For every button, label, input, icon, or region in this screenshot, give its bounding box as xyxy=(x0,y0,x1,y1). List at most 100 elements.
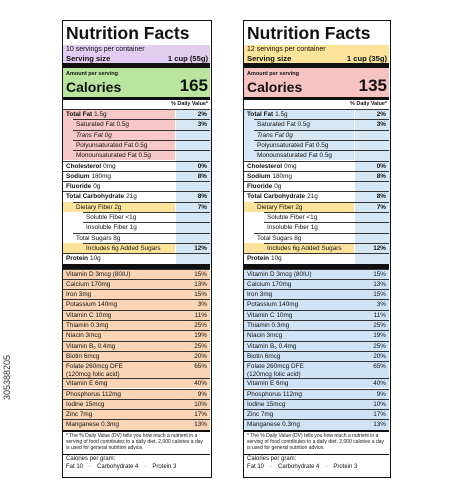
thin-rule xyxy=(63,453,210,455)
nutrient-row: Saturated Fat 0.5g 3% xyxy=(254,119,389,129)
dv-header: % Daily Value* xyxy=(171,101,208,107)
calories-label: Calories xyxy=(66,79,122,95)
daily-value: 10% xyxy=(194,400,207,408)
daily-value: 40% xyxy=(194,380,207,388)
calories-per-gram: Calories per gram: xyxy=(66,455,116,462)
row-highlight xyxy=(244,150,354,161)
row-highlight xyxy=(63,129,175,140)
vitamin-row: Potassium 140mg 3% xyxy=(63,299,210,310)
nutrient-name: Total Carbohydrate xyxy=(247,193,306,201)
nutrient-name: Insoluble Fiber 1g xyxy=(267,224,318,232)
nutrient-row: Sodium 180mg 8% xyxy=(244,170,389,181)
nutrient-row: Trans Fat 0g xyxy=(254,129,389,140)
vitamin-name: Calcium 170mg xyxy=(247,280,292,288)
nutrient-row: Cholesterol 0mg 0% xyxy=(244,160,389,171)
nutrient-name: Trans Fat 0g xyxy=(257,131,293,139)
daily-value: 8% xyxy=(197,193,207,201)
daily-value: 17% xyxy=(373,411,386,419)
vitamin-name: Thiamin 0.3mg xyxy=(247,322,290,329)
nutrient-name: Fluoride xyxy=(66,183,92,191)
row-highlight xyxy=(63,242,175,254)
daily-value: 15% xyxy=(194,270,207,278)
nutrient-row: Insoluble Fiber 1g xyxy=(264,222,389,232)
vitamin-name: Calcium 170mg xyxy=(66,280,111,288)
nutrient-row: Total Carbohydrate 21g 8% xyxy=(244,191,389,201)
daily-value: 19% xyxy=(373,332,386,340)
nutrient-row: Fluoride 0g xyxy=(63,181,210,191)
nutrient-row: Total Sugars 8g xyxy=(73,232,210,243)
nutrient-row: Total Fat 1.5g 2% xyxy=(244,109,389,119)
daily-value: 10% xyxy=(373,400,386,408)
vitamin-name: Potassium 140mg xyxy=(66,301,118,309)
daily-value: 8% xyxy=(376,193,386,201)
nutrient-name: Soluble Fiber <1g xyxy=(267,214,318,221)
nutrient-row: Trans Fat 0g xyxy=(73,129,210,140)
nutrient-amount: 1.5g xyxy=(94,111,107,118)
vitamin-name: Vitamin B₆ 0.4mg xyxy=(247,342,297,350)
daily-value: 25% xyxy=(194,322,207,329)
per-gram-item: Fat 10 xyxy=(66,463,84,470)
vitamin-name: Vitamin D 3mcg (80IU) xyxy=(66,270,131,278)
daily-value: 3% xyxy=(376,301,386,309)
daily-value: 15% xyxy=(373,270,386,278)
nutrient-name: Protein xyxy=(66,255,89,263)
vitamin-row: Vitamin C 10mg 11% xyxy=(63,309,210,320)
vitamin-row: Vitamin B₆ 0.4mg 25% xyxy=(244,340,389,351)
nutrient-name: Total Sugars 8g xyxy=(257,234,302,242)
nutrient-row: Monounsaturated Fat 0.5g xyxy=(254,150,389,160)
vitamin-row: Zinc 7mg 17% xyxy=(244,409,389,420)
vitamin-row: Vitamin D 3mcg (80IU) 15% xyxy=(244,268,389,279)
nutrient-name: Dietary Fiber 2g xyxy=(257,203,303,211)
vitamin-name: Niacin 3mcg xyxy=(66,332,102,340)
nutrient-name: Total Carbohydrate xyxy=(66,193,125,201)
serving-size-label: Serving size xyxy=(247,54,292,63)
daily-value: 25% xyxy=(373,342,386,350)
per-gram-item: Carbohydrate 4 xyxy=(264,464,319,470)
nutrient-amount: 1.5g xyxy=(275,111,288,118)
daily-value: 9% xyxy=(376,390,386,398)
label-title: Nutrition Facts xyxy=(247,23,371,43)
row-highlight xyxy=(63,150,175,161)
nutrient-amount: 10g xyxy=(90,255,101,263)
dv-column xyxy=(355,109,390,264)
vitamin-row: Biotin 6mcg 20% xyxy=(244,350,389,362)
per-gram: Fat 10Carbohydrate 4Protein 3 xyxy=(247,463,357,472)
serving-size-label: Serving size xyxy=(66,54,111,63)
daily-value: 11% xyxy=(194,311,207,319)
daily-value: 13% xyxy=(373,280,386,288)
row-highlight xyxy=(244,201,354,212)
nutrient-name: Cholesterol xyxy=(66,162,102,170)
vitamin-row: Vitamin C 10mg 11% xyxy=(244,309,389,320)
nutrient-amount: 21g xyxy=(307,193,318,201)
daily-value: 17% xyxy=(194,411,207,419)
nutrient-row: Dietary Fiber 2g 7% xyxy=(73,201,210,212)
nutrient-row: Monounsaturated Fat 0.5g xyxy=(73,150,210,160)
calories-value: 165 xyxy=(179,76,208,95)
row-highlight xyxy=(244,109,354,120)
row-highlight xyxy=(244,139,354,151)
nutrient-name: Monounsaturated Fat 0.5g xyxy=(76,152,151,160)
daily-value: 12% xyxy=(194,244,207,252)
nutrient-name: Sodium xyxy=(247,172,271,180)
calories-label: Calories xyxy=(247,79,303,95)
nutrient-amount: 180mg xyxy=(272,172,292,180)
vitamin-name: Folate 260mcg DFE (120mcg folic acid) xyxy=(247,363,304,379)
nutrient-name: Protein xyxy=(247,255,270,263)
vitamin-name: Manganese 0.3mg xyxy=(247,421,300,429)
vitamin-name: Phosphorus 112mg xyxy=(247,390,302,398)
nutrient-name: Total Fat xyxy=(66,111,93,118)
vitamin-row: Folate 260mcg DFE (120mcg folic acid) 65% xyxy=(244,361,389,379)
daily-value: 20% xyxy=(194,352,207,360)
vitamin-name: Manganese 0.3mg xyxy=(66,421,119,429)
nutrition-label: Nutrition Facts 10 servings per container… xyxy=(62,20,212,478)
thick-rule xyxy=(244,263,389,269)
nutrient-name: Polyunsaturated Fat 0.5g xyxy=(257,141,329,149)
nutrient-amount: 21g xyxy=(126,193,137,201)
vitamin-name: Iron 3mg xyxy=(66,291,92,299)
servings: 10 servings per container xyxy=(66,46,145,53)
vitamin-row: Iodine 15mcg 10% xyxy=(244,398,389,410)
row-highlight xyxy=(63,109,175,120)
servings-band xyxy=(244,45,389,63)
footnote: * The % Daily Value (DV) tells you how m… xyxy=(247,432,385,452)
daily-value: 13% xyxy=(373,421,386,429)
